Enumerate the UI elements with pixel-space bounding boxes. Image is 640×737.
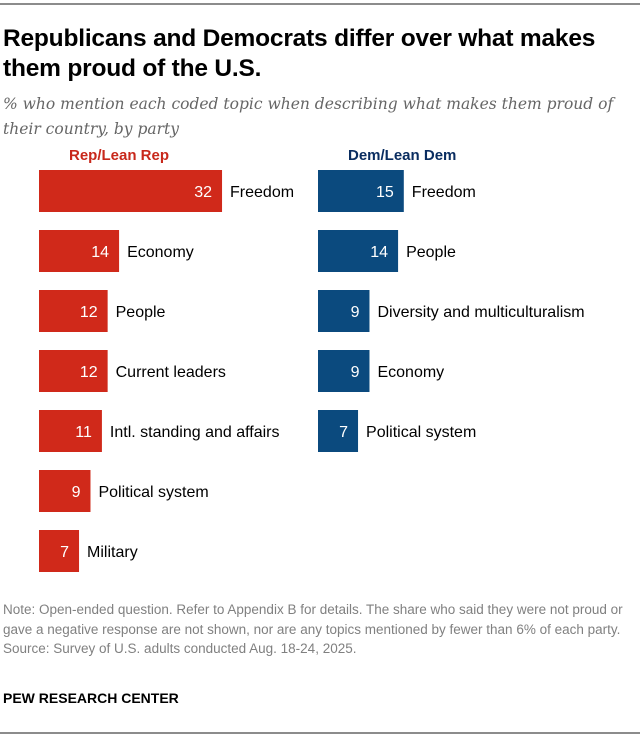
category-label: Freedom [230, 184, 294, 201]
bar-value-label: 12 [80, 304, 98, 321]
bar-value-label: 32 [194, 184, 212, 201]
bar-rep [39, 350, 108, 392]
bar-rep [39, 470, 91, 512]
legend-dem: Dem/Lean Dem [348, 147, 457, 164]
bar-value-label: 9 [351, 364, 360, 381]
chart-title: Republicans and Democrats differ over wh… [3, 25, 596, 82]
bar-value-label: 7 [339, 424, 348, 441]
notes: Note: Open-ended question. Refer to Appe… [3, 600, 639, 659]
bar-rep [39, 230, 120, 272]
category-label: Economy [127, 244, 194, 261]
source-text: Source: Survey of U.S. adults conducted … [3, 641, 357, 656]
category-label: Freedom [412, 184, 476, 201]
category-label: Diversity and multiculturalism [377, 304, 584, 321]
bar-rep [39, 530, 80, 572]
bar-value-label: 9 [72, 484, 81, 501]
bar-value-label: 7 [60, 544, 69, 561]
category-label: Economy [377, 364, 444, 381]
bar-chart: 32 Freedom 14 Economy 12 People 12 Current lead… [39, 170, 585, 572]
bottom-rule [0, 732, 640, 734]
bar-dem [318, 230, 399, 272]
bar-rep [39, 410, 102, 452]
legend-rep: Rep/Lean Rep [69, 147, 170, 164]
note-text: Note: Open-ended question. Refer to Appe… [3, 602, 623, 637]
bar-dem [318, 290, 370, 332]
bar-value-label: 12 [80, 364, 98, 381]
bar-dem [318, 350, 370, 392]
bar-value-label: 14 [91, 244, 109, 261]
bar-value-label: 9 [351, 304, 360, 321]
category-label: Military [87, 544, 138, 561]
category-label: Intl. standing and affairs [110, 424, 280, 441]
top-rule [0, 3, 640, 5]
bar-value-label: 15 [376, 184, 394, 201]
category-label: People [116, 304, 166, 321]
pew-logo-text: PEW RESEARCH CENTER [3, 690, 179, 706]
category-label: Current leaders [116, 364, 226, 381]
bar-dem [318, 410, 359, 452]
category-label: Political system [366, 424, 476, 441]
category-label: Political system [98, 484, 208, 501]
bar-rep [39, 290, 108, 332]
bar-rep [39, 170, 223, 212]
bar-dem [318, 170, 404, 212]
category-label: People [406, 244, 456, 261]
bar-value-label: 14 [370, 244, 388, 261]
chart-subtitle: % who mention each coded topic when desc… [3, 95, 614, 138]
bar-value-label: 11 [75, 424, 92, 441]
